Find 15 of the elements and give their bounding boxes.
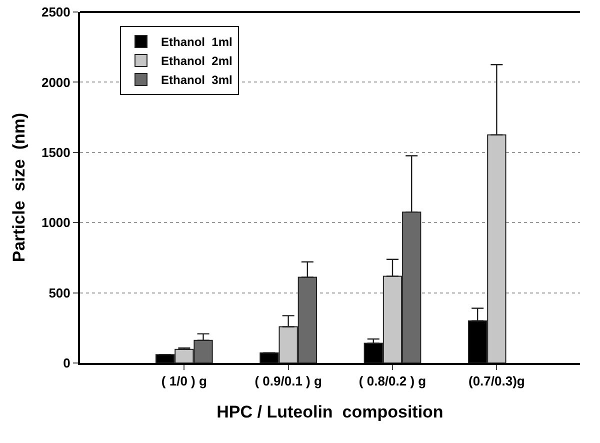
x-tick-label: ( 0.9/0.1 ) g	[254, 374, 322, 389]
legend-label: Ethanol 3ml	[161, 73, 232, 88]
legend-label: Ethanol 1ml	[161, 35, 232, 50]
y-tick-label: 500	[48, 285, 70, 300]
x-tick-label: (0.7/0.3)g	[468, 374, 525, 389]
x-tick-label: ( 1/0 ) g	[161, 374, 207, 389]
y-tick-label: 1500	[41, 144, 70, 160]
legend-label: Ethanol 2ml	[161, 54, 232, 68]
x-tick-label: ( 0.8/0.2 ) g	[358, 374, 426, 389]
x-axis-title: HPC / Luteolin composition	[216, 402, 444, 422]
y-tick-label: 1000	[41, 215, 70, 230]
y-tick-label: 2000	[41, 74, 70, 90]
y-axis-title: Particle size (nm)	[10, 112, 29, 262]
y-tick-label: 0	[63, 356, 70, 371]
y-tick-label: 2500	[41, 4, 70, 20]
